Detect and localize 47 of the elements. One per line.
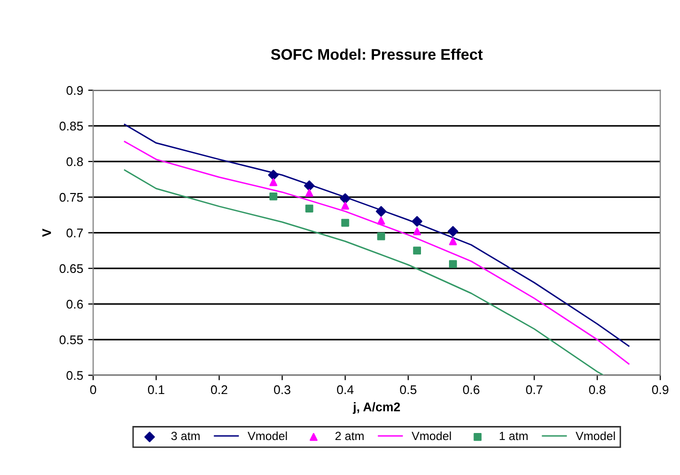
y-tick-label: 0.75 (60, 192, 83, 202)
x-tick-label: 0.7 (526, 385, 542, 394)
x-axis-title: j, A/cm2 (352, 402, 400, 414)
x-tick-label: 0.3 (274, 385, 290, 394)
point (412, 216, 422, 227)
x-tick-label: 0.6 (463, 385, 480, 394)
x-tick-label: 0.2 (210, 385, 228, 394)
chart-title: SOFC Model: Pressure Effect (271, 48, 483, 60)
point (305, 204, 314, 212)
point (341, 218, 350, 227)
x-tick-label: 0.8 (589, 385, 606, 394)
y-tick-label: 0.8 (66, 157, 83, 166)
point (340, 193, 351, 204)
x-tick-label: 0.1 (148, 385, 164, 394)
point (377, 216, 386, 225)
y-tick-label: 0.55 (60, 335, 83, 344)
y-tick-label: 0.85 (60, 122, 83, 131)
y-tick-label: 0.9 (66, 86, 83, 95)
legend-label: 1 atm (500, 432, 528, 440)
legend-label: 2 atm (335, 432, 364, 440)
x-tick-label: 0.5 (400, 385, 416, 394)
x-tick-label: 0.9 (652, 385, 668, 394)
point (448, 226, 458, 237)
y-axis-title: V (42, 228, 51, 237)
point (449, 260, 457, 268)
y-tick-label: 0.6 (66, 300, 83, 309)
x-tick-label: 0.4 (337, 385, 354, 394)
y-tick-label: 0.7 (66, 228, 83, 238)
point (377, 232, 386, 240)
point (376, 206, 386, 217)
point (304, 180, 315, 192)
point (269, 178, 278, 186)
point (449, 237, 457, 246)
point (305, 188, 314, 197)
point (269, 192, 278, 200)
legend-label: Vmodel (412, 431, 451, 440)
y-tick-label: 0.65 (60, 264, 83, 274)
point (341, 202, 350, 210)
line-series (124, 169, 604, 376)
point (413, 246, 421, 255)
y-tick-label: 0.5 (66, 371, 83, 380)
legend-label: Vmodel (248, 431, 287, 440)
x-tick-label: 0 (90, 385, 96, 394)
legend-label: Vmodel (576, 431, 615, 440)
point (268, 170, 279, 180)
point (413, 227, 421, 236)
legend-label: 3 atm (171, 432, 200, 440)
